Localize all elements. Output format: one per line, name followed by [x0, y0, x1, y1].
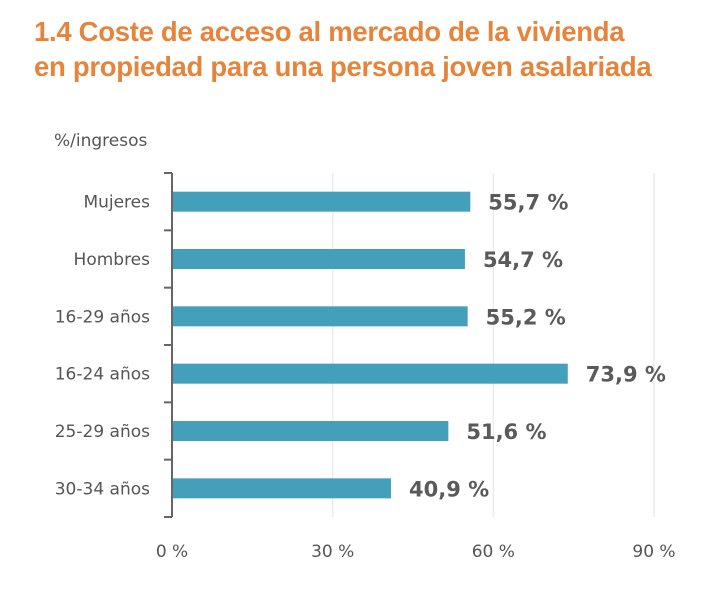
bar-4 [172, 363, 568, 384]
chart-title-line-2: en propiedad para una persona joven asal… [34, 51, 652, 82]
x-tick-label: 0 % [156, 542, 188, 562]
data-label: 54,7 % [483, 248, 563, 272]
x-tick-labels: 0 % 30 % 60 % 90 % [156, 542, 676, 562]
data-label: 55,7 % [488, 191, 568, 215]
data-label: 73,9 % [586, 363, 666, 387]
gridlines [331, 173, 655, 517]
bars [172, 191, 568, 499]
category-label: 16-29 años [55, 307, 150, 327]
bar-1 [172, 191, 471, 212]
category-label: Mujeres [83, 193, 150, 213]
data-labels: 55,7 % 54,7 % 55,2 % 73,9 % 51,6 % 40,9 % [409, 191, 666, 502]
x-tick-label: 30 % [311, 542, 354, 562]
category-label: 25-29 años [55, 422, 150, 442]
data-label: 40,9 % [409, 477, 489, 501]
category-label: 16-24 años [55, 365, 150, 385]
bar-6 [172, 478, 392, 499]
chart-title: 1.4 Coste de acceso al mercado de la viv… [34, 14, 714, 84]
y-axis-unit-label: %/ingresos [54, 131, 148, 151]
category-label: Hombres [74, 250, 151, 270]
chart-title-line-1: 1.4 Coste de acceso al mercado de la viv… [34, 16, 625, 47]
bar-2 [172, 249, 465, 269]
x-tick-label: 60 % [472, 542, 515, 562]
category-labels: Mujeres Hombres 16-29 años 16-24 años 25-29 … [55, 193, 150, 500]
bar-5 [172, 421, 449, 441]
data-label: 55,2 % [486, 305, 566, 329]
y-axis [164, 172, 173, 518]
data-label: 51,6 % [466, 420, 546, 444]
category-label: 30-34 años [55, 479, 150, 499]
x-tick-label: 90 % [632, 542, 675, 562]
bar-3 [172, 306, 468, 327]
